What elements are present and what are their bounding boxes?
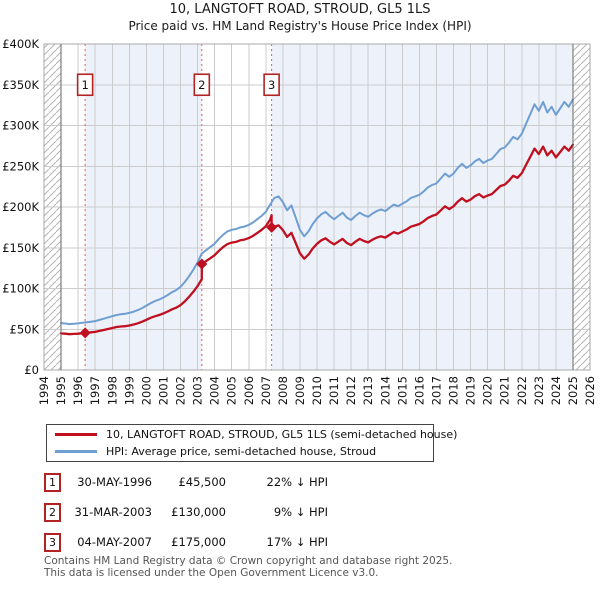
sale-number-chart-label: 3 — [268, 78, 275, 92]
x-axis-tick-label: 2015 — [395, 376, 409, 405]
hpi-line-swatch — [55, 450, 97, 453]
x-axis-tick-label: 2007 — [259, 376, 273, 405]
sale-row-3: 3 04-MAY-2007 £175,000 17% ↓ HPI — [0, 533, 600, 553]
sale-date: 31-MAR-2003 — [74, 505, 152, 519]
x-axis-tick-label: 1994 — [37, 376, 51, 405]
sale-date: 04-MAY-2007 — [77, 535, 152, 549]
x-axis-tick-label: 2002 — [174, 376, 188, 405]
y-axis-tick-label: £250K — [2, 159, 39, 173]
x-axis-tick-label: 2018 — [447, 376, 461, 405]
x-axis-tick-label: 2020 — [481, 376, 495, 405]
sale-hpi-diff: 17% ↓ HPI — [266, 535, 328, 549]
y-axis-tick-label: £0 — [24, 363, 39, 377]
x-axis-tick-label: 1997 — [88, 376, 102, 405]
sale-number-badge: 2 — [44, 503, 61, 522]
x-axis-tick-label: 2016 — [412, 376, 426, 405]
y-axis-tick-label: £150K — [2, 241, 39, 255]
x-axis-tick-label: 2004 — [208, 376, 222, 405]
sale-number-badge: 3 — [44, 533, 61, 552]
sale-hpi-diff: 9% ↓ HPI — [273, 505, 328, 519]
x-axis-tick-label: 1999 — [122, 376, 136, 405]
x-axis-tick-label: 2010 — [310, 376, 324, 405]
x-axis-tick-label: 2014 — [378, 376, 392, 405]
y-axis-tick-label: £200K — [2, 200, 39, 214]
legend-label: HPI: Average price, semi-detached house,… — [106, 445, 377, 458]
sale-price: £45,500 — [178, 475, 226, 489]
sale-price: £130,000 — [171, 505, 226, 519]
price-chart: 1 2 3 £0 £50K £100K £150K £200K £250K £300K £350K £… — [2, 37, 597, 405]
sale-number-chart-label: 1 — [81, 78, 88, 92]
x-axis-tick-label: 2001 — [156, 376, 170, 405]
sale-price: £175,000 — [171, 535, 226, 549]
x-axis-tick-label: 2024 — [549, 376, 563, 405]
chart-legend: 10, LANGTOFT ROAD, STROUD, GL5 1LS (semi… — [46, 424, 457, 462]
legend-label: 10, LANGTOFT ROAD, STROUD, GL5 1LS (semi… — [106, 428, 458, 441]
x-axis-tick-label: 2011 — [327, 376, 341, 405]
y-axis-tick-label: £350K — [2, 78, 39, 92]
x-axis-tick-label: 2022 — [515, 376, 529, 405]
hpi-line — [60, 98, 574, 326]
x-axis-tick-label: 2003 — [191, 376, 205, 405]
x-axis-tick-label: 2012 — [344, 376, 358, 405]
x-axis-tick-label: 2006 — [242, 376, 256, 405]
x-axis-tick-label: 2000 — [139, 376, 153, 405]
sale-hpi-diff: 22% ↓ HPI — [266, 475, 328, 489]
sale-number-chart-label: 2 — [198, 78, 205, 92]
footer-line-1: Contains HM Land Registry data © Crown c… — [44, 555, 453, 567]
x-axis-tick-label: 2019 — [464, 376, 478, 405]
x-axis-tick-label: 2013 — [361, 376, 375, 405]
sale-marker-diamond — [266, 221, 278, 233]
page-title: 10, LANGTOFT ROAD, STROUD, GL5 1LS — [169, 2, 431, 17]
x-axis-tick-label: 2017 — [429, 376, 443, 405]
x-axis-tick-label: 2026 — [583, 376, 597, 405]
y-axis-tick-label: £100K — [2, 282, 39, 296]
sale-marker-diamond — [79, 327, 91, 339]
legend-item-hpi: HPI: Average price, semi-detached house,… — [47, 445, 433, 459]
legend-item-property: 10, LANGTOFT ROAD, STROUD, GL5 1LS (semi… — [47, 428, 457, 442]
sale-number-chart-badge — [263, 73, 280, 97]
sale-number-badge: 1 — [44, 473, 61, 492]
sale-row-1: 1 30-MAY-1996 £45,500 22% ↓ HPI — [0, 473, 600, 493]
y-axis-tick-label: £400K — [2, 37, 39, 51]
sale-row-2: 2 31-MAR-2003 £130,000 9% ↓ HPI — [0, 503, 600, 523]
x-axis-tick-label: 2008 — [276, 376, 290, 405]
x-axis-tick-label: 2005 — [225, 376, 239, 405]
y-axis-tick-label: £50K — [10, 322, 40, 336]
sale-number-chart-badge — [76, 73, 94, 97]
x-axis-tick-label: 2023 — [532, 376, 546, 405]
x-axis-tick-label: 1995 — [54, 376, 68, 405]
y-axis-tick-label: £300K — [2, 119, 39, 133]
sale-date: 30-MAY-1996 — [77, 475, 152, 489]
x-axis-tick-label: 1996 — [71, 376, 85, 405]
x-axis-tick-label: 2025 — [566, 376, 580, 405]
plot-border — [43, 43, 591, 371]
footer-line-2: This data is licensed under the Open Gov… — [44, 566, 379, 579]
x-axis-tick-label: 1998 — [105, 376, 119, 405]
page-subtitle: Price paid vs. HM Land Registry's House … — [128, 19, 472, 33]
license-footer: Contains HM Land Registry data © Crown c… — [44, 555, 584, 579]
sale-number-chart-badge — [193, 73, 211, 97]
sale-marker-diamond — [196, 258, 208, 270]
property-line-swatch — [55, 433, 97, 436]
x-axis-tick-label: 2009 — [293, 376, 307, 405]
x-axis-tick-label: 2021 — [498, 376, 512, 405]
property-price-line — [59, 143, 575, 336]
